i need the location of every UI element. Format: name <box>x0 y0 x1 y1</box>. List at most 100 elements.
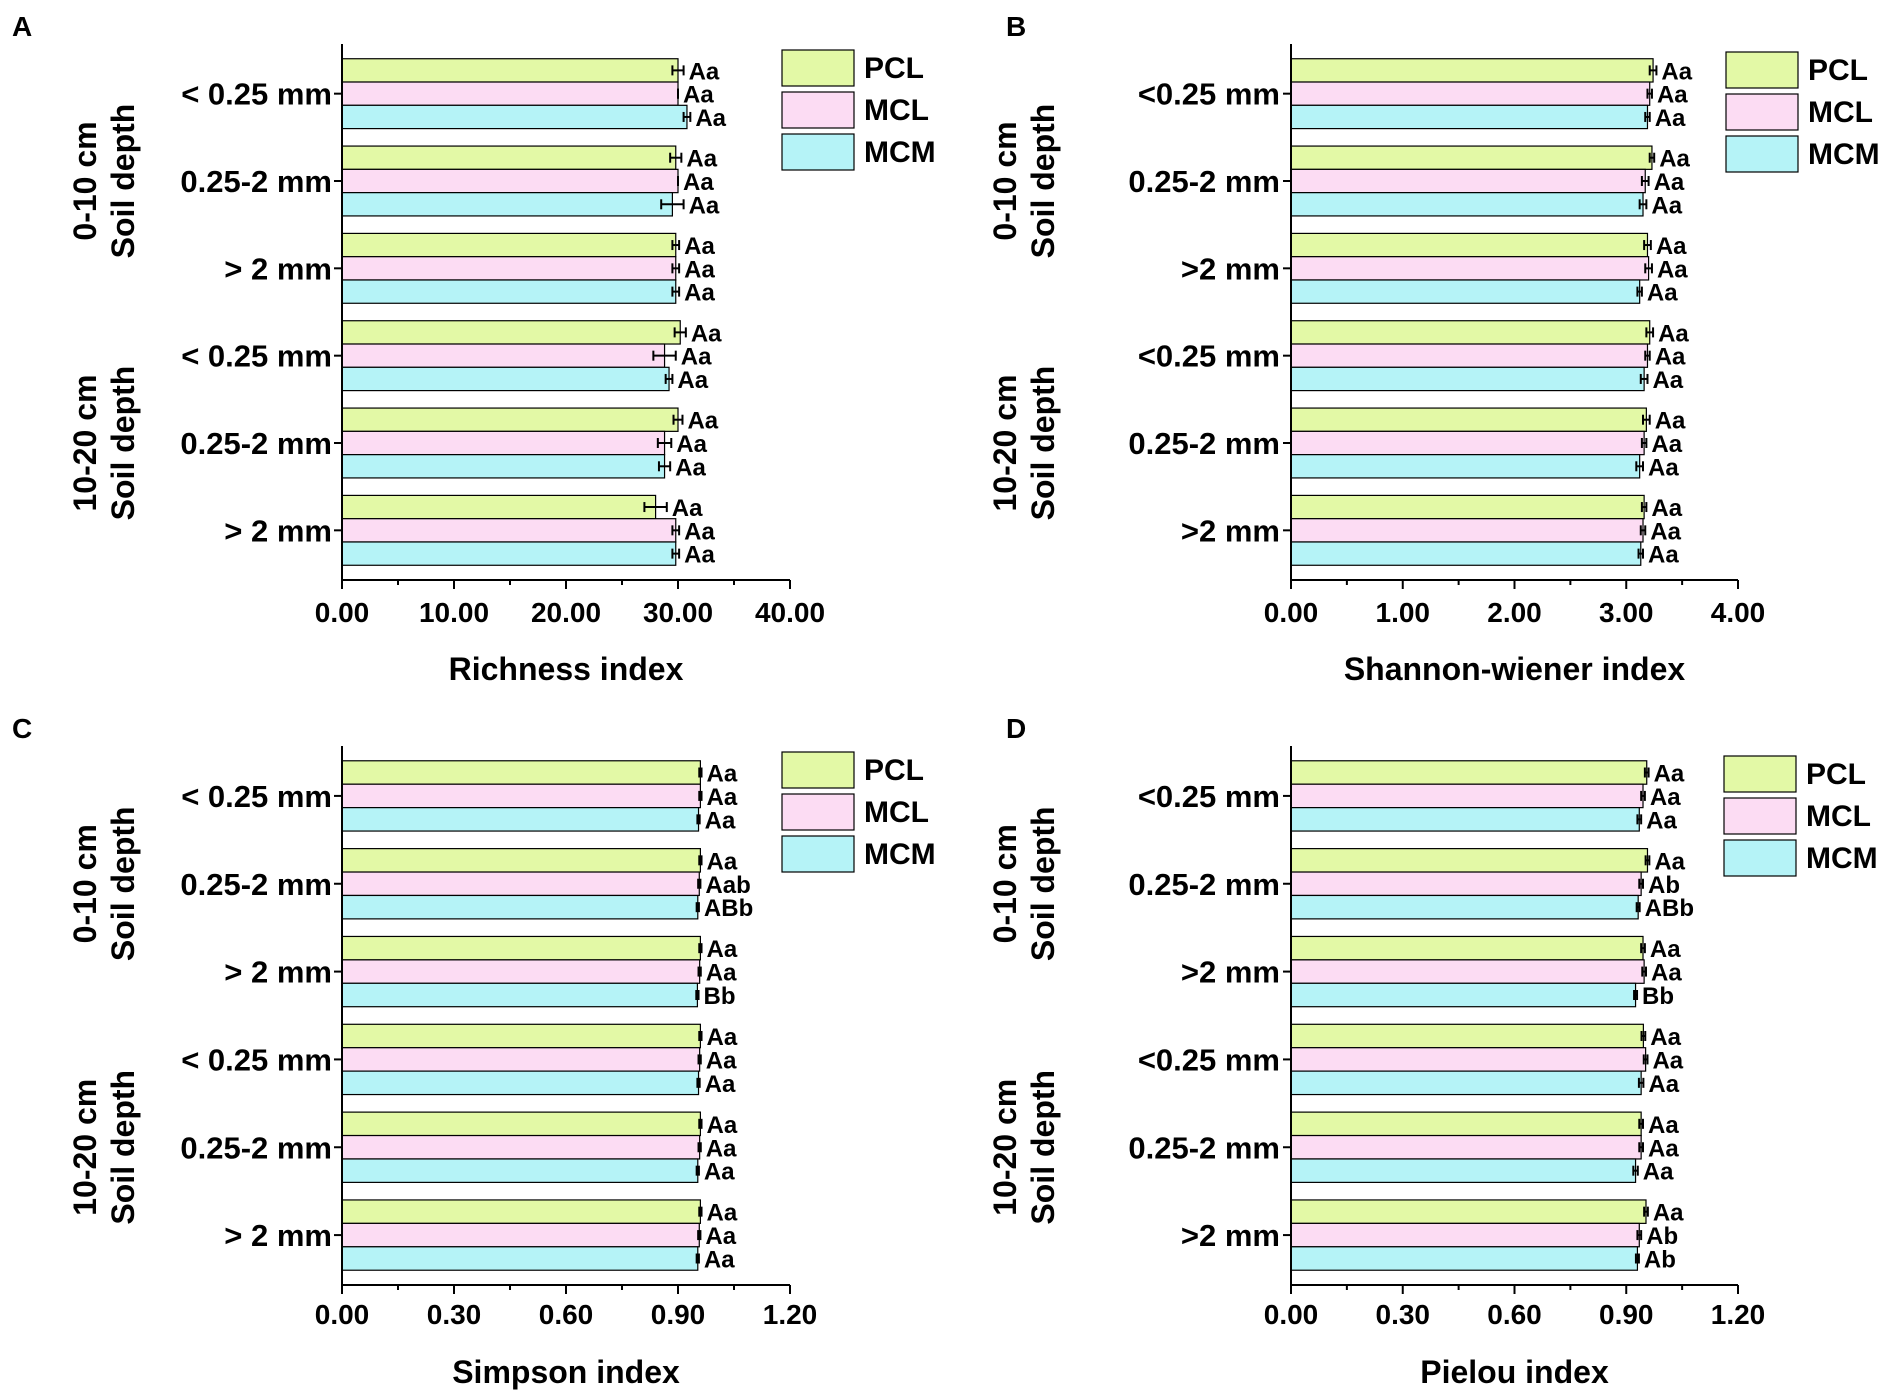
bar-mcl <box>1290 871 1642 897</box>
legend-label: MCL <box>864 94 929 127</box>
bar-mcl <box>341 959 701 984</box>
panel-letter: B <box>1006 11 1026 42</box>
legend-label: PCL <box>1806 758 1866 791</box>
bar-pcl <box>341 58 679 83</box>
category-label: > 2 mm <box>224 955 332 990</box>
legend-swatch-pcl <box>1725 51 1799 89</box>
legend-label: PCL <box>864 52 924 85</box>
bar-pcl <box>1290 58 1654 83</box>
bar-pcl <box>1290 407 1647 432</box>
bar-mcm <box>1290 279 1641 304</box>
legend-label: PCL <box>1808 54 1868 87</box>
category-label: <0.25 mm <box>1138 77 1280 112</box>
significance-label: Aa <box>707 848 738 875</box>
bar-pcl <box>1290 145 1653 170</box>
significance-label: Aa <box>705 807 736 834</box>
legend-swatch-mcl <box>1725 93 1799 131</box>
bar-mcl <box>1290 343 1649 368</box>
bar-pcl <box>341 494 657 520</box>
x-tick-label: 0.00 <box>315 597 370 628</box>
bar-mcm <box>1290 982 1637 1008</box>
bar-pcl <box>341 760 701 785</box>
bar-mcl <box>1290 783 1644 809</box>
depth-label: 10-20 cm <box>987 375 1023 512</box>
bar-mcl <box>341 1134 701 1160</box>
significance-label: Aa <box>707 1024 738 1051</box>
category-label: 0.25-2 mm <box>1128 1130 1280 1165</box>
bar-mcm <box>1290 541 1642 566</box>
significance-label: Aa <box>675 454 706 481</box>
bar-pcl <box>1290 1023 1644 1049</box>
category-label: < 0.25 mm <box>181 779 332 814</box>
bar-mcm <box>341 1158 699 1183</box>
soil-depth-label: Soil depth <box>1025 366 1061 521</box>
bar-mcl <box>1290 1222 1640 1248</box>
bar-mcl <box>341 256 677 281</box>
panel-letter: A <box>12 11 32 42</box>
category-label: < 0.25 mm <box>181 77 332 112</box>
significance-label: Ab <box>1648 872 1680 899</box>
legend-label: MCM <box>864 838 936 871</box>
bar-mcm <box>1290 192 1644 217</box>
significance-label: Aa <box>1655 105 1686 132</box>
bar-pcl <box>341 320 681 345</box>
significance-label: Aa <box>707 936 738 963</box>
significance-label: Aa <box>683 169 714 196</box>
bar-mcm <box>1290 807 1640 832</box>
legend-swatch-mcm <box>1723 839 1797 877</box>
significance-label: Aa <box>1646 807 1677 834</box>
x-tick-label: 0.30 <box>1376 1299 1431 1330</box>
category-label: > 2 mm <box>224 513 332 548</box>
significance-label: Aa <box>1650 936 1681 963</box>
soil-depth-label: Soil depth <box>105 366 141 521</box>
legend-label: MCL <box>864 796 929 829</box>
soil-depth-label: Soil depth <box>105 1070 141 1225</box>
significance-label: Aa <box>704 1247 735 1274</box>
significance-label: Aa <box>704 1159 735 1186</box>
bar-mcm <box>341 366 670 392</box>
bar-mcl <box>341 81 679 106</box>
bar-mcl <box>1290 168 1646 194</box>
legend-label: MCL <box>1806 800 1871 833</box>
panel-letter: D <box>1006 713 1026 744</box>
significance-label: Aa <box>705 1071 736 1098</box>
bar-mcm <box>1290 1070 1642 1096</box>
significance-label: Aa <box>689 58 720 85</box>
x-tick-label: 10.00 <box>419 597 489 628</box>
significance-label: Bb <box>704 983 736 1010</box>
bar-pcl <box>341 935 701 961</box>
bar-pcl <box>1290 935 1644 961</box>
bar-pcl <box>1290 494 1645 520</box>
legend-swatch-pcl <box>781 49 855 87</box>
x-tick-label: 40.00 <box>755 597 825 628</box>
significance-label: Aa <box>1654 169 1685 196</box>
soil-depth-label: Soil depth <box>1025 1070 1061 1225</box>
bar-mcl <box>1290 959 1645 984</box>
bar-mcm <box>341 894 699 920</box>
significance-label: Aa <box>1648 1112 1679 1139</box>
significance-label: ABb <box>1645 895 1694 922</box>
significance-label: Aa <box>684 233 715 260</box>
soil-depth-label: Soil depth <box>1025 104 1061 259</box>
depth-label: 10-20 cm <box>987 1079 1023 1216</box>
legend-swatch-mcl <box>1723 797 1797 835</box>
significance-label: Aa <box>1653 1200 1684 1227</box>
category-label: <0.25 mm <box>1138 779 1280 814</box>
significance-label: Aa <box>1651 495 1682 522</box>
legend-label: MCM <box>1806 842 1878 875</box>
x-tick-label: 0.60 <box>1487 1299 1542 1330</box>
significance-label: Aa <box>676 431 707 458</box>
legend-swatch-pcl <box>1723 755 1797 793</box>
bar-mcm <box>341 279 677 304</box>
category-label: 0.25-2 mm <box>1128 867 1280 902</box>
bar-mcl <box>341 518 677 543</box>
category-label: > 2 mm <box>224 251 332 286</box>
significance-label: Aa <box>1647 280 1678 307</box>
significance-label: Bb <box>1642 983 1674 1010</box>
legend-swatch-mcl <box>781 793 855 831</box>
x-tick-label: 0.00 <box>1264 597 1319 628</box>
significance-label: ABb <box>704 895 753 922</box>
